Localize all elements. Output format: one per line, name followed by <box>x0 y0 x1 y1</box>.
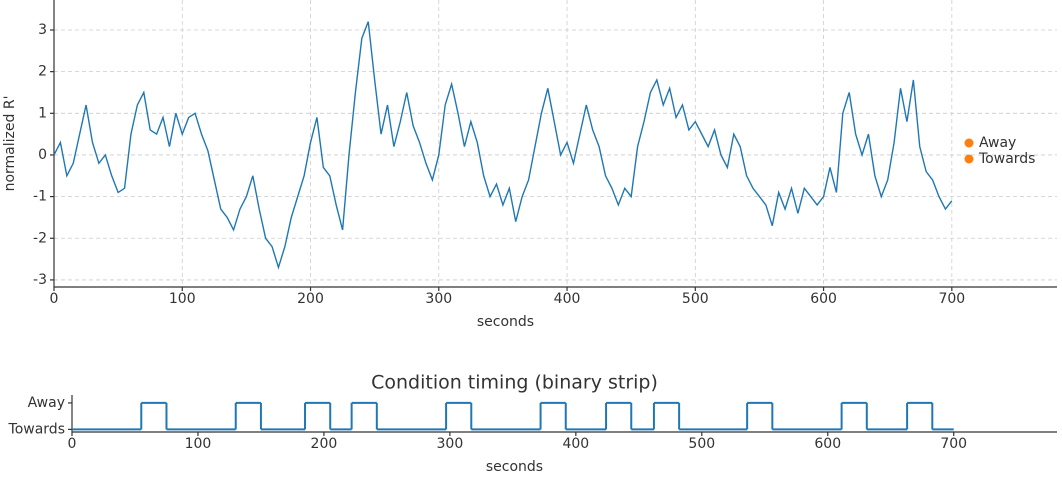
legend-label: Towards <box>978 151 1035 167</box>
x-axis-label: seconds <box>486 459 543 475</box>
x-tick-label: 200 <box>311 436 338 452</box>
x-tick-label: 100 <box>185 436 212 452</box>
x-tick-label: 300 <box>437 436 464 452</box>
y-tick-label: Towards <box>8 421 65 437</box>
y-tick-label: 2 <box>38 64 47 80</box>
x-tick-label: 700 <box>938 291 965 307</box>
x-tick-label: 600 <box>814 436 841 452</box>
x-tick-label: 500 <box>682 291 709 307</box>
y-tick-label: 0 <box>38 147 47 163</box>
x-tick-label: 100 <box>169 291 196 307</box>
x-tick-label: 400 <box>554 291 581 307</box>
x-tick-label: 300 <box>425 291 452 307</box>
line <box>53 21 953 270</box>
legend-marker <box>964 138 974 148</box>
x-tick-label: 200 <box>297 291 324 307</box>
x-tick-label: 500 <box>688 436 715 452</box>
y-tick-label: 1 <box>38 105 47 121</box>
y-tick-label: -2 <box>33 230 47 246</box>
legend-label: Away <box>979 135 1016 151</box>
x-tick-label: 600 <box>810 291 837 307</box>
chart-title: Condition timing (binary strip) <box>371 372 658 394</box>
x-tick-label: 0 <box>50 291 59 307</box>
x-axis-label: seconds <box>477 314 534 330</box>
x-tick-label: 400 <box>562 436 589 452</box>
x-tick-label: 700 <box>940 436 967 452</box>
y-tick-label: Away <box>28 395 65 411</box>
y-tick-label: -1 <box>33 189 47 205</box>
y-tick-label: -3 <box>33 272 47 288</box>
y-tick-label: 3 <box>38 22 47 38</box>
x-tick-label: 0 <box>68 436 77 452</box>
legend-marker <box>964 154 974 164</box>
y-axis-label: normalized R' <box>2 96 18 192</box>
